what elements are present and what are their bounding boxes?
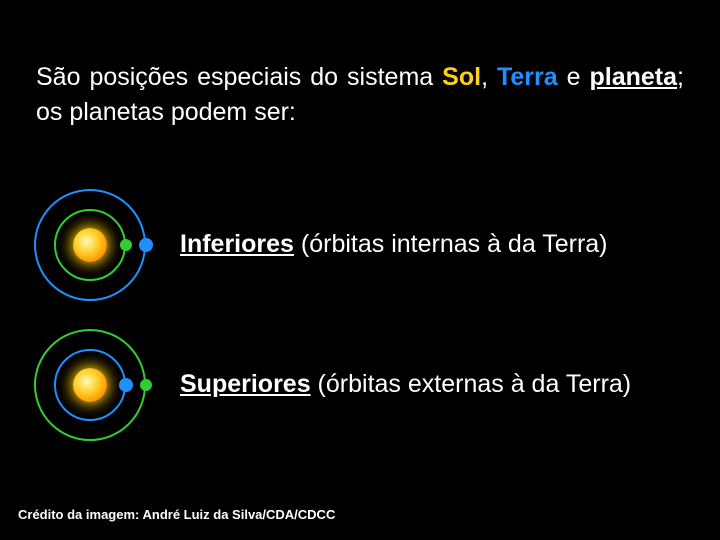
row-superiores: Superiores (órbitas externas à da Terra) <box>20 320 684 450</box>
intro-text: São posições especiais do sistema Sol, T… <box>36 60 684 130</box>
planet-dot <box>140 379 152 391</box>
word-terra: Terra <box>497 63 558 91</box>
intro-prefix: São posições especiais do sistema <box>36 63 442 91</box>
intro-sep1: , <box>481 63 497 91</box>
desc-inferiores: Inferiores (órbitas internas à da Terra) <box>180 228 684 262</box>
text-superiores: (órbitas externas à da Terra) <box>311 370 632 398</box>
word-planeta: planeta <box>590 63 678 91</box>
sun-icon <box>73 368 107 402</box>
text-inferiores: (órbitas internas à da Terra) <box>294 230 608 258</box>
label-superiores: Superiores <box>180 370 311 398</box>
desc-superiores: Superiores (órbitas externas à da Terra) <box>180 368 684 402</box>
row-inferiores: Inferiores (órbitas internas à da Terra) <box>20 180 684 310</box>
intro-sep2: e <box>558 63 590 91</box>
diagram-inferiores <box>20 180 170 310</box>
image-credit: Crédito da imagem: André Luiz da Silva/C… <box>18 507 335 522</box>
sun-icon <box>73 228 107 262</box>
word-sol: Sol <box>442 63 481 91</box>
label-inferiores: Inferiores <box>180 230 294 258</box>
planet-dot <box>139 238 153 252</box>
diagram-superiores <box>20 320 170 450</box>
